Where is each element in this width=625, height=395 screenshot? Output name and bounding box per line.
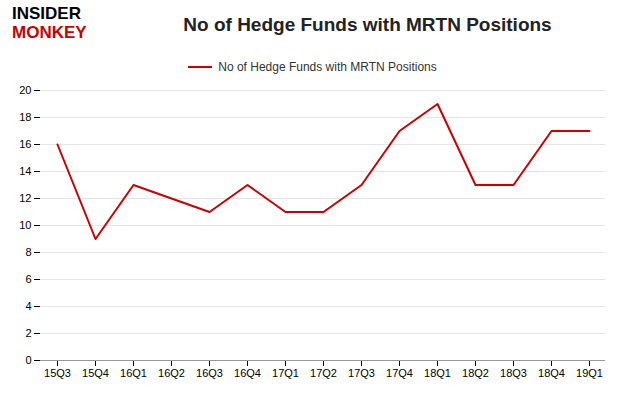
html-text:MONKEY: MONKEY bbox=[12, 23, 87, 42]
svg-text:10: 10 bbox=[19, 219, 31, 231]
svg-text:16: 16 bbox=[19, 138, 31, 150]
svg-text:17Q2: 17Q2 bbox=[310, 367, 337, 379]
svg-text:6: 6 bbox=[25, 273, 31, 285]
svg-text:15Q3: 15Q3 bbox=[44, 367, 71, 379]
svg-text:19Q1: 19Q1 bbox=[576, 367, 603, 379]
svg-text:18Q4: 18Q4 bbox=[538, 367, 565, 379]
svg-text:16Q1: 16Q1 bbox=[120, 367, 147, 379]
html-text:INSIDER: INSIDER bbox=[12, 4, 81, 23]
svg-text:18Q1: 18Q1 bbox=[424, 367, 451, 379]
html-text:No of Hedge Funds with MRTN Po: No of Hedge Funds with MRTN Positions bbox=[183, 14, 552, 35]
svg-text:17Q4: 17Q4 bbox=[386, 367, 413, 379]
svg-text:12: 12 bbox=[19, 192, 31, 204]
svg-text:16Q2: 16Q2 bbox=[158, 367, 185, 379]
svg-text:20: 20 bbox=[19, 84, 31, 96]
svg-text:4: 4 bbox=[25, 300, 31, 312]
svg-text:0: 0 bbox=[25, 354, 31, 366]
svg-text:2: 2 bbox=[25, 327, 31, 339]
svg-text:17Q1: 17Q1 bbox=[272, 367, 299, 379]
svg-text:18Q2: 18Q2 bbox=[462, 367, 489, 379]
svg-text:16Q4: 16Q4 bbox=[234, 367, 261, 379]
svg-text:18: 18 bbox=[19, 111, 31, 123]
svg-text:15Q4: 15Q4 bbox=[82, 367, 109, 379]
html-text:No of Hedge Funds with MRTN Po: No of Hedge Funds with MRTN Positions bbox=[218, 60, 437, 74]
svg-text:8: 8 bbox=[25, 246, 31, 258]
svg-text:18Q3: 18Q3 bbox=[500, 367, 527, 379]
svg-text:17Q3: 17Q3 bbox=[348, 367, 375, 379]
svg-text:14: 14 bbox=[19, 165, 31, 177]
svg-text:16Q3: 16Q3 bbox=[196, 367, 223, 379]
